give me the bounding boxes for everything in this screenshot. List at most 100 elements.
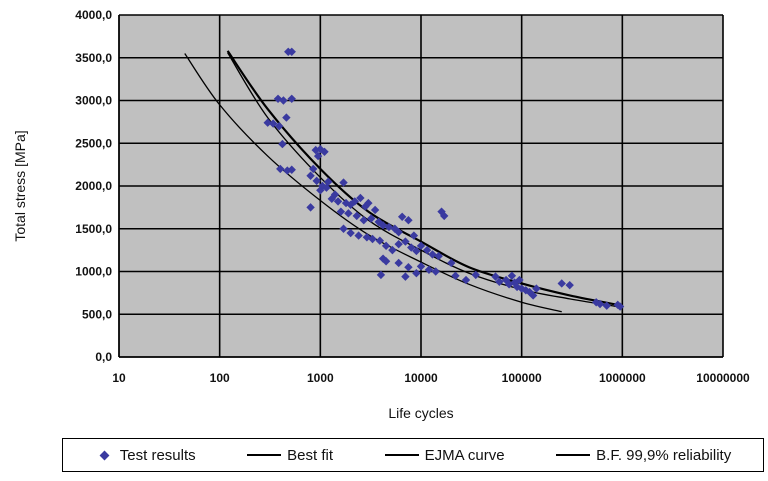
data-point <box>397 212 407 221</box>
legend: Test results Best fit EJMA curve B.F. 99… <box>62 438 764 472</box>
series-points <box>263 47 625 311</box>
data-point <box>306 203 315 212</box>
data-point <box>381 241 391 251</box>
data-point <box>375 236 385 245</box>
data-point <box>451 271 460 280</box>
y-tick-label: 2000,0 <box>75 179 112 193</box>
legend-label: EJMA curve <box>424 446 505 464</box>
data-point <box>595 299 605 309</box>
chart: 10 100 1000 10000 100000 1000000 10000000 0,0 5… <box>12 8 750 421</box>
y-tick-label: 1000,0 <box>75 265 112 279</box>
legend-label: Best fit <box>287 446 334 464</box>
data-point <box>394 258 403 268</box>
x-tick-label: 10000000 <box>696 371 750 385</box>
data-point <box>336 207 346 216</box>
x-axis-title: Life cycles <box>388 405 453 421</box>
legend-item-bf-reliability: B.F. 99,9% reliability <box>556 447 731 464</box>
y-tick-label: 3000,0 <box>75 94 112 108</box>
x-tick-label: 10000 <box>404 371 438 385</box>
x-tick-labels: 10 100 1000 10000 100000 1000000 10000000 <box>112 371 750 385</box>
y-tick-label: 4000,0 <box>75 8 112 22</box>
data-point <box>401 237 410 246</box>
data-point <box>279 96 288 105</box>
y-tick-label: 500,0 <box>82 307 112 321</box>
series-line-best-fit <box>226 50 623 307</box>
data-point <box>333 197 343 206</box>
x-tick-label: 10 <box>112 371 126 385</box>
data-point <box>339 178 348 187</box>
legend-label: Test results <box>119 446 196 464</box>
data-point <box>354 231 363 240</box>
x-tick-label: 100000 <box>502 371 542 385</box>
x-tick-label: 1000000 <box>599 371 646 385</box>
data-point <box>412 246 421 256</box>
data-point <box>356 193 365 203</box>
data-point <box>366 214 376 223</box>
data-point <box>401 272 410 281</box>
data-point <box>407 243 416 252</box>
data-point <box>268 119 278 128</box>
data-point <box>306 171 315 180</box>
data-point <box>412 269 421 278</box>
data-point <box>428 250 437 259</box>
data-point <box>381 257 391 266</box>
data-point <box>491 272 500 281</box>
data-point <box>416 262 426 271</box>
data-point <box>287 165 296 174</box>
data-point <box>316 186 325 195</box>
data-point <box>384 222 394 232</box>
data-point <box>394 239 403 249</box>
data-point <box>422 245 432 255</box>
data-point <box>437 207 446 216</box>
data-point <box>344 209 353 218</box>
data-point <box>352 211 361 221</box>
data-point <box>515 275 524 285</box>
data-point <box>364 198 373 208</box>
x-tick-label: 1000 <box>307 371 334 385</box>
data-point <box>370 205 380 215</box>
data-point <box>388 245 397 255</box>
data-point <box>263 118 272 127</box>
data-point <box>287 47 296 56</box>
data-point <box>311 145 320 155</box>
data-point <box>359 216 368 225</box>
data-point <box>313 151 323 161</box>
legend-item-best-fit: Best fit <box>247 447 333 464</box>
data-point <box>565 280 574 290</box>
data-point <box>376 270 386 280</box>
x-tick-label: 100 <box>210 371 230 385</box>
legend-label: B.F. 99,9% reliability <box>596 446 732 464</box>
data-point <box>368 234 377 244</box>
data-point <box>339 224 348 233</box>
data-point <box>309 164 318 174</box>
data-point <box>447 258 456 268</box>
data-point <box>431 267 440 276</box>
data-point <box>471 270 480 280</box>
data-point <box>287 94 296 103</box>
data-point <box>394 227 403 237</box>
y-tick-label: 1500,0 <box>75 222 112 236</box>
data-point <box>507 271 517 280</box>
data-point <box>274 121 284 131</box>
data-point <box>532 284 541 293</box>
legend-item-ejma-curve: EJMA curve <box>384 446 505 464</box>
data-point <box>346 228 355 238</box>
diamond-marker-icon <box>99 450 110 460</box>
y-tick-labels: 0,0 500,0 1000,0 1500,0 2000,0 2500,0 3000,0 35… <box>75 8 112 364</box>
data-point <box>324 177 333 186</box>
data-point <box>404 263 413 272</box>
data-point <box>282 113 291 122</box>
y-axis-title: Total stress [MPa] <box>12 130 28 241</box>
y-tick-label: 0,0 <box>95 350 112 364</box>
data-point <box>615 302 625 311</box>
data-point <box>424 265 434 274</box>
y-tick-label: 3500,0 <box>75 51 112 65</box>
data-point <box>374 217 383 227</box>
legend-item-test-results: Test results <box>95 447 196 464</box>
data-point <box>276 164 285 174</box>
axes <box>118 15 723 358</box>
data-point <box>602 301 611 310</box>
data-point <box>327 194 337 204</box>
data-point <box>278 139 287 149</box>
data-point <box>557 279 566 288</box>
